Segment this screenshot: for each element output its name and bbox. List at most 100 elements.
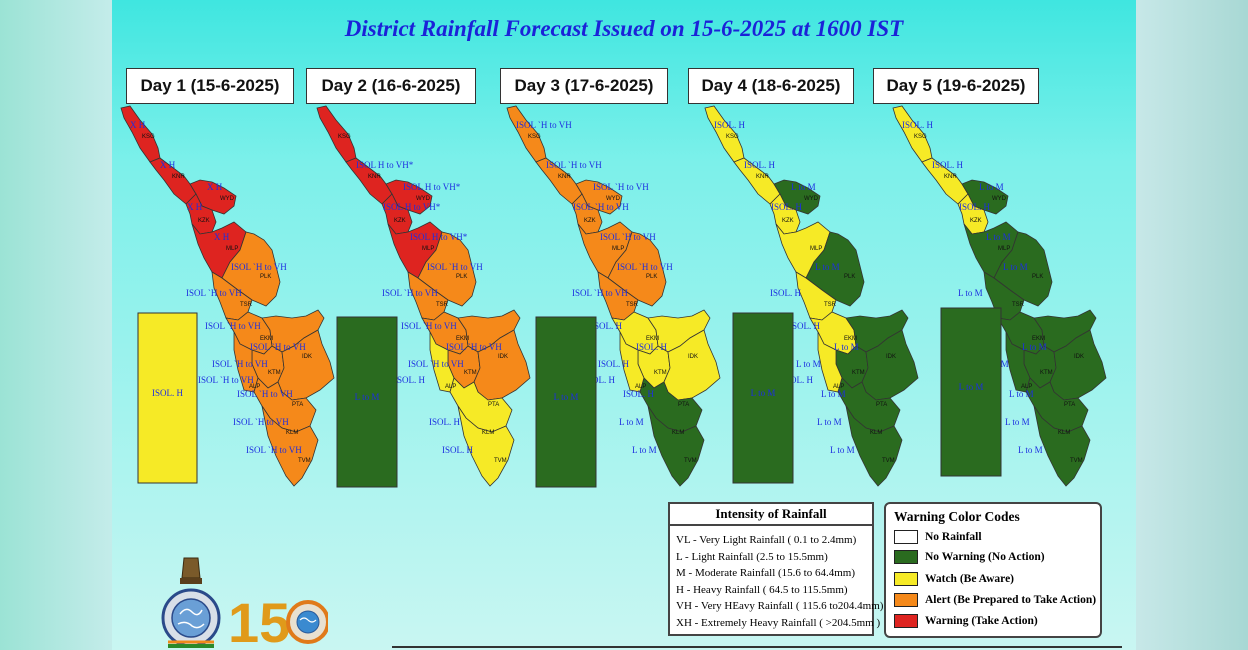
district-abbrev: EKM	[646, 336, 659, 342]
legend-label: No Rainfall	[925, 531, 982, 543]
district-abbrev: KNR	[368, 174, 381, 180]
warning-legend-title: Warning Color Codes	[894, 509, 1020, 524]
forecast-label: ISOL `H to VH	[205, 321, 261, 331]
forecast-label: L to M	[834, 342, 859, 352]
legend-label: Alert (Be Prepared to Take Action)	[925, 594, 1097, 606]
district-tvm	[261, 405, 319, 487]
forecast-label: L to M	[986, 232, 1011, 242]
district-abbrev: PLK	[646, 274, 657, 280]
forecast-label: ISOL `H to VH	[446, 342, 502, 352]
forecast-label: X H	[207, 182, 223, 192]
forecast-label: ISOL. H	[429, 417, 460, 427]
forecast-label: ISOL `H to VH	[231, 262, 287, 272]
forecast-label: L to M	[619, 417, 644, 427]
forecast-label: X H	[130, 120, 146, 130]
district-abbrev: WYD	[220, 196, 235, 202]
footer-divider	[392, 646, 1122, 648]
forecast-label: ISOL. H	[636, 342, 667, 352]
legend-swatch	[894, 593, 918, 607]
forecast-label: ISOL. H	[394, 375, 425, 385]
district-abbrev: EKM	[260, 336, 273, 342]
right-margin	[1136, 0, 1248, 650]
forecast-label: ISOL. H	[782, 375, 813, 385]
district-abbrev: KSG	[726, 134, 739, 140]
forecast-label: ISOL. H	[442, 445, 473, 455]
district-abbrev: KNR	[558, 174, 571, 180]
forecast-label: L to M	[979, 182, 1004, 192]
district-plk	[221, 231, 281, 307]
day2-label: Day 2 (16-6-2025)	[306, 68, 476, 104]
forecast-label: ISOL `H to VH	[212, 359, 268, 369]
forecast-label: ISOL `H to VH	[250, 342, 306, 352]
district-abbrev: TSR	[240, 302, 253, 308]
forecast-label: L to M	[1005, 417, 1030, 427]
intensity-legend-title: Intensity of Rainfall	[670, 504, 872, 526]
forecast-label: ISOL. H	[744, 160, 775, 170]
district-abbrev: ALP	[833, 384, 844, 390]
forecast-label: L to M	[815, 262, 840, 272]
legend-swatch	[894, 530, 918, 544]
forecast-label: ISOL `H to VH	[246, 445, 302, 455]
district-abbrev: ALP	[635, 384, 646, 390]
day1-area-rect	[137, 312, 198, 484]
district-plk	[417, 231, 477, 307]
district-abbrev: TSR	[436, 302, 449, 308]
forecast-label: L to M	[821, 389, 846, 399]
district-abbrev: WYD	[606, 196, 621, 202]
day4-map: KSG KNR WYD KZK MLP PLK TSR EKM IDK KTM ALP PTA KLM T…	[704, 105, 919, 487]
district-abbrev: PLK	[1032, 274, 1043, 280]
forecast-label: X H	[187, 202, 203, 212]
district-abbrev: ALP	[249, 384, 260, 390]
day5-area-rect	[940, 307, 1002, 477]
forecast-label: ISOL. H	[714, 120, 745, 130]
day5-label: Day 5 (19-6-2025)	[873, 68, 1039, 104]
forecast-label: ISOL H to VH*	[410, 232, 468, 242]
district-abbrev: KZK	[584, 218, 596, 224]
day5-map: KSG KNR WYD KZK MLP PLK TSR EKM IDK KTM ALP PTA KLM T…	[892, 105, 1107, 487]
forecast-label: ISOL `H to VH	[401, 321, 457, 331]
day3-map: KSG KNR WYD KZK MLP PLK TSR EKM IDK KTM ALP PTA KLM T…	[506, 105, 721, 488]
district-abbrev: KLM	[482, 430, 494, 436]
day3-label: Day 3 (17-6-2025)	[500, 68, 668, 104]
district-abbrev: KLM	[286, 430, 298, 436]
forecast-label: ISOL `H to VH	[382, 288, 438, 298]
district-tvm	[647, 405, 705, 487]
district-abbrev: IDK	[1074, 354, 1084, 360]
district-abbrev: WYD	[992, 196, 1007, 202]
district-abbrev: KSG	[914, 134, 927, 140]
page-title: District Rainfall Forecast Issued on 15-…	[344, 16, 904, 41]
district-abbrev: MLP	[998, 246, 1010, 252]
intensity-item: H - Heavy Rainfall ( 64.5 to 115.5mm)	[676, 583, 848, 596]
district-abbrev: PTA	[488, 402, 499, 408]
legend-label: Watch (Be Aware)	[925, 573, 1015, 585]
district-kzk	[957, 193, 989, 235]
district-abbrev: PLK	[844, 274, 855, 280]
district-plk	[607, 231, 667, 307]
district-abbrev: KTM	[268, 370, 281, 376]
district-abbrev: TVM	[882, 458, 895, 464]
district-abbrev: MLP	[226, 246, 238, 252]
forecast-label: ISOL. H	[598, 359, 629, 369]
district-abbrev: IDK	[688, 354, 698, 360]
district-abbrev: KTM	[1040, 370, 1053, 376]
legend-row-no-warning: No Warning (No Action)	[894, 550, 1045, 564]
forecast-label: ISOL `H to VH	[546, 160, 602, 170]
district-abbrev: TVM	[494, 458, 507, 464]
district-abbrev: KSG	[528, 134, 541, 140]
district-tvm	[457, 405, 515, 487]
intensity-item: VL - Very Light Rainfall ( 0.1 to 2.4mm)	[676, 534, 857, 546]
district-abbrev: EKM	[1032, 336, 1045, 342]
legend-row-watch: Watch (Be Aware)	[894, 572, 1014, 586]
district-abbrev: KNR	[756, 174, 769, 180]
district-abbrev: PLK	[260, 274, 271, 280]
forecast-label: ISOL `H to VH	[573, 202, 629, 212]
forecast-label: ISOL. H	[902, 120, 933, 130]
district-abbrev: TVM	[1070, 458, 1083, 464]
district-abbrev: PLK	[456, 274, 467, 280]
district-abbrev: KSG	[338, 134, 351, 140]
district-tvm	[1033, 405, 1091, 487]
district-abbrev: PTA	[678, 402, 689, 408]
district-abbrev: MLP	[612, 246, 624, 252]
day1-label: Day 1 (15-6-2025)	[126, 68, 294, 104]
